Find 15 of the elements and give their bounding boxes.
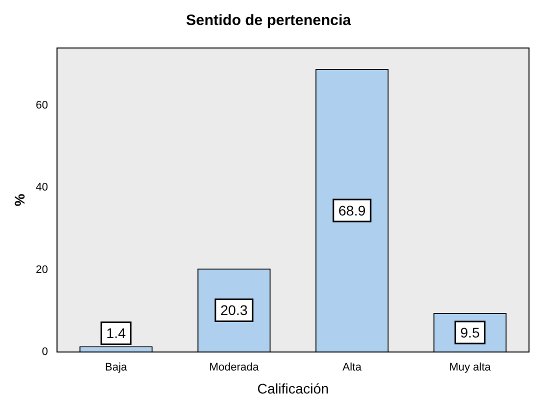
y-axis-title: % (11, 193, 28, 206)
x-tick-label: Muy alta (449, 362, 492, 374)
y-tick-label: 40 (36, 182, 48, 194)
x-axis-title: Calificación (257, 380, 329, 396)
x-tick-label: Moderada (209, 362, 260, 374)
data-label: 20.3 (220, 302, 248, 318)
y-tick-label: 60 (36, 100, 48, 112)
y-tick-label: 20 (36, 264, 48, 276)
chart-title: Sentido de pertenencia (186, 12, 352, 30)
data-label: 9.5 (460, 324, 480, 340)
x-tick-label: Baja (105, 362, 128, 374)
data-label: 68.9 (338, 202, 366, 218)
data-label: 1.4 (106, 325, 126, 342)
x-tick-label: Alta (342, 362, 362, 374)
y-tick-label: 0 (42, 346, 48, 358)
